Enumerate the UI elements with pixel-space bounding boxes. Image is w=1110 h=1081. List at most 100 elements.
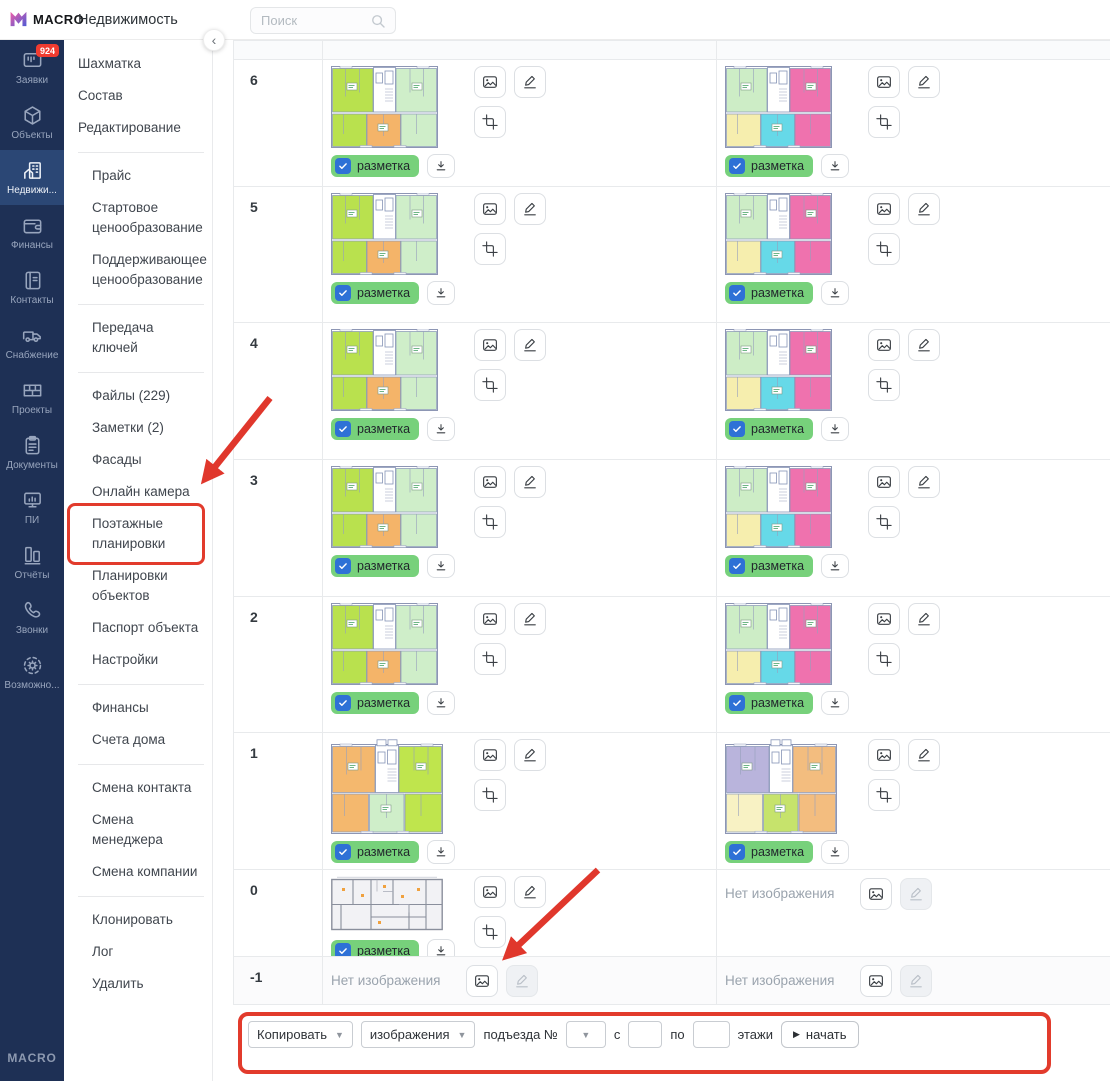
markup-badge[interactable]: разметка bbox=[725, 155, 814, 177]
submenu-item[interactable]: Заметки (2) bbox=[92, 420, 164, 435]
markup-badge[interactable]: разметка bbox=[725, 841, 814, 863]
markup-checkbox[interactable] bbox=[729, 421, 745, 437]
markup-checkbox[interactable] bbox=[335, 943, 351, 956]
floor-plan-thumbnail[interactable] bbox=[725, 65, 859, 148]
image-button[interactable] bbox=[474, 193, 506, 225]
floor-plan-thumbnail[interactable] bbox=[331, 602, 465, 685]
download-button[interactable] bbox=[427, 840, 456, 864]
image-button[interactable] bbox=[868, 466, 900, 498]
image-button[interactable] bbox=[474, 876, 506, 908]
copy-subject-select[interactable]: изображения ▼ bbox=[360, 1021, 476, 1048]
sidebar-item-pi[interactable]: ПИ bbox=[0, 480, 64, 535]
markup-badge[interactable]: разметка bbox=[331, 282, 420, 304]
markup-badge[interactable]: разметка bbox=[725, 282, 814, 304]
edit-button[interactable] bbox=[908, 739, 940, 771]
download-button[interactable] bbox=[821, 281, 850, 305]
crop-button[interactable] bbox=[474, 106, 506, 138]
crop-button[interactable] bbox=[474, 643, 506, 675]
sidebar-item-objects[interactable]: Объекты bbox=[0, 95, 64, 150]
edit-button[interactable] bbox=[514, 329, 546, 361]
crop-button[interactable] bbox=[868, 506, 900, 538]
start-button[interactable]: ▶ начать bbox=[781, 1021, 859, 1048]
edit-button[interactable] bbox=[514, 739, 546, 771]
from-floor-input[interactable] bbox=[628, 1021, 663, 1048]
submenu-item[interactable]: Счета дома bbox=[92, 732, 166, 747]
submenu-item-floor-plans-highlighted[interactable]: Поэтажные планировки bbox=[67, 503, 212, 565]
submenu-item[interactable]: Онлайн камера bbox=[92, 484, 190, 499]
crop-button[interactable] bbox=[474, 779, 506, 811]
floor-plan-thumbnail[interactable] bbox=[725, 739, 859, 834]
submenu-item[interactable]: Фасады bbox=[92, 452, 142, 467]
crop-button[interactable] bbox=[868, 779, 900, 811]
edit-button[interactable] bbox=[514, 603, 546, 635]
download-button[interactable] bbox=[427, 417, 456, 441]
markup-badge[interactable]: разметка bbox=[331, 841, 420, 863]
submenu-item[interactable]: Лог bbox=[92, 944, 114, 959]
submenu-item[interactable]: Смена компании bbox=[92, 864, 198, 879]
download-button[interactable] bbox=[427, 939, 456, 956]
sidebar-item-supply[interactable]: Снабжение bbox=[0, 315, 64, 370]
sidebar-item-contacts[interactable]: Контакты bbox=[0, 260, 64, 315]
floor-plan-thumbnail[interactable] bbox=[331, 192, 465, 275]
download-button[interactable] bbox=[427, 154, 456, 178]
download-button[interactable] bbox=[821, 154, 850, 178]
floor-plan-thumbnail[interactable] bbox=[331, 739, 465, 834]
entrance-number-select[interactable]: ▼ bbox=[565, 1021, 606, 1048]
edit-button[interactable] bbox=[514, 876, 546, 908]
sidebar-item-documents[interactable]: Документы bbox=[0, 425, 64, 480]
sidebar-item-reports[interactable]: Отчёты bbox=[0, 535, 64, 590]
sidebar-item-finance[interactable]: Финансы bbox=[0, 205, 64, 260]
sidebar-item-projects[interactable]: Проекты bbox=[0, 370, 64, 425]
markup-badge[interactable]: разметка bbox=[331, 692, 420, 714]
markup-checkbox[interactable] bbox=[729, 558, 745, 574]
to-floor-input[interactable] bbox=[692, 1021, 730, 1048]
floor-plan-thumbnail[interactable] bbox=[725, 192, 859, 275]
crop-button[interactable] bbox=[868, 233, 900, 265]
submenu-item[interactable]: Настройки bbox=[92, 652, 159, 667]
crop-button[interactable] bbox=[474, 233, 506, 265]
sidebar-item-requests[interactable]: 924 Заявки bbox=[0, 40, 64, 95]
submenu-item[interactable]: Паспорт объекта bbox=[92, 620, 199, 635]
image-button[interactable] bbox=[868, 193, 900, 225]
submenu-item[interactable]: Смена контакта bbox=[92, 780, 192, 795]
markup-checkbox[interactable] bbox=[335, 695, 351, 711]
crop-button[interactable] bbox=[868, 106, 900, 138]
floor-plan-thumbnail[interactable] bbox=[331, 876, 465, 933]
submenu-item[interactable]: Смена менеджера bbox=[92, 812, 163, 847]
floor-plan-thumbnail[interactable] bbox=[331, 328, 465, 411]
floor-plan-thumbnail[interactable] bbox=[725, 602, 859, 685]
edit-button[interactable] bbox=[908, 66, 940, 98]
markup-badge[interactable]: разметка bbox=[725, 418, 814, 440]
markup-checkbox[interactable] bbox=[335, 285, 351, 301]
markup-badge[interactable]: разметка bbox=[725, 555, 814, 577]
crop-button[interactable] bbox=[868, 369, 900, 401]
markup-badge[interactable]: разметка bbox=[331, 555, 420, 577]
sidebar-item-calls[interactable]: Звонки bbox=[0, 590, 64, 645]
crop-button[interactable] bbox=[474, 916, 506, 948]
image-button[interactable] bbox=[474, 739, 506, 771]
download-button[interactable] bbox=[821, 840, 850, 864]
edit-button[interactable] bbox=[514, 466, 546, 498]
image-button[interactable] bbox=[474, 466, 506, 498]
markup-checkbox[interactable] bbox=[335, 558, 351, 574]
edit-button[interactable] bbox=[908, 466, 940, 498]
download-button[interactable] bbox=[821, 554, 850, 578]
edit-button[interactable] bbox=[908, 193, 940, 225]
copy-action-select[interactable]: Копировать ▼ bbox=[248, 1021, 353, 1048]
image-button[interactable] bbox=[474, 603, 506, 635]
crop-button[interactable] bbox=[868, 643, 900, 675]
floor-plan-thumbnail[interactable] bbox=[331, 465, 465, 548]
submenu-item[interactable]: Передача ключей bbox=[92, 320, 154, 355]
submenu-item[interactable]: Состав bbox=[78, 88, 123, 103]
crop-button[interactable] bbox=[474, 506, 506, 538]
submenu-item[interactable]: Удалить bbox=[92, 976, 144, 991]
crop-button[interactable] bbox=[474, 369, 506, 401]
image-button[interactable] bbox=[868, 603, 900, 635]
submenu-item[interactable]: Поддерживающее ценообразование bbox=[92, 252, 207, 287]
image-button[interactable] bbox=[860, 965, 892, 997]
markup-checkbox[interactable] bbox=[729, 285, 745, 301]
markup-checkbox[interactable] bbox=[335, 158, 351, 174]
image-button[interactable] bbox=[474, 66, 506, 98]
submenu-item[interactable]: Файлы (229) bbox=[92, 388, 171, 403]
macro-logo[interactable]: MACRO bbox=[9, 10, 84, 28]
